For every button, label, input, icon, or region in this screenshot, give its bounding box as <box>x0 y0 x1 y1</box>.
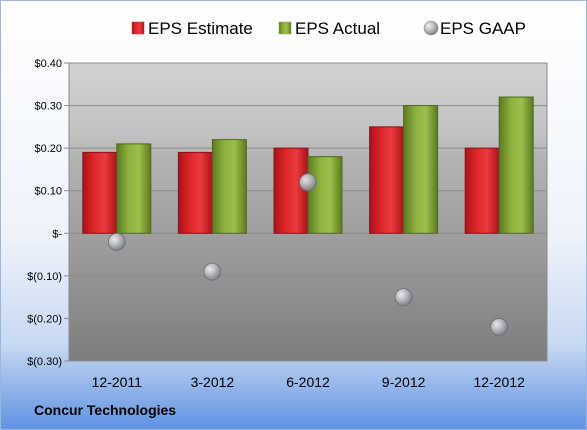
x-tick-label: 9-2012 <box>382 374 426 390</box>
eps-actual-bar <box>116 143 152 234</box>
eps-estimate-bar <box>273 147 309 234</box>
y-tick-label: $(0.30) <box>27 356 62 368</box>
x-tick-label: 3-2012 <box>191 374 235 390</box>
legend-actual-swatch <box>278 21 292 35</box>
eps-estimate-bar <box>464 147 500 234</box>
eps-actual-bar <box>307 156 343 234</box>
y-tick-label: $(0.20) <box>27 313 62 325</box>
eps-actual-bar <box>211 139 247 234</box>
y-tick-label: $- <box>52 228 62 240</box>
eps-estimate-bar <box>369 126 405 234</box>
legend-estimate-swatch <box>131 21 145 35</box>
company-name: Concur Technologies <box>34 402 177 418</box>
eps-actual-bar <box>403 105 439 234</box>
y-tick-label: $(0.10) <box>27 271 62 283</box>
eps-gaap-point <box>203 262 222 281</box>
y-tick-label: $0.30 <box>34 101 62 113</box>
legend-gaap-swatch <box>423 20 439 36</box>
eps-estimate-bar <box>177 151 213 234</box>
eps-actual-bar <box>498 96 534 234</box>
x-tick-label: 12-2011 <box>92 374 143 390</box>
eps-gaap-point <box>394 288 413 307</box>
y-tick-label: $0.20 <box>34 143 62 155</box>
legend-label: EPS GAAP <box>440 19 526 38</box>
x-tick-label: 12-2012 <box>474 374 526 390</box>
eps-estimate-bar <box>82 151 118 234</box>
eps-gaap-point <box>107 232 126 251</box>
y-tick-label: $0.40 <box>34 58 62 70</box>
legend-label: EPS Actual <box>295 19 380 38</box>
y-tick-label: $0.10 <box>34 186 62 198</box>
eps-gaap-point <box>299 173 317 192</box>
eps-gaap-point <box>490 318 509 336</box>
x-tick-label: 6-2012 <box>286 374 330 390</box>
legend-label: EPS Estimate <box>148 19 253 38</box>
